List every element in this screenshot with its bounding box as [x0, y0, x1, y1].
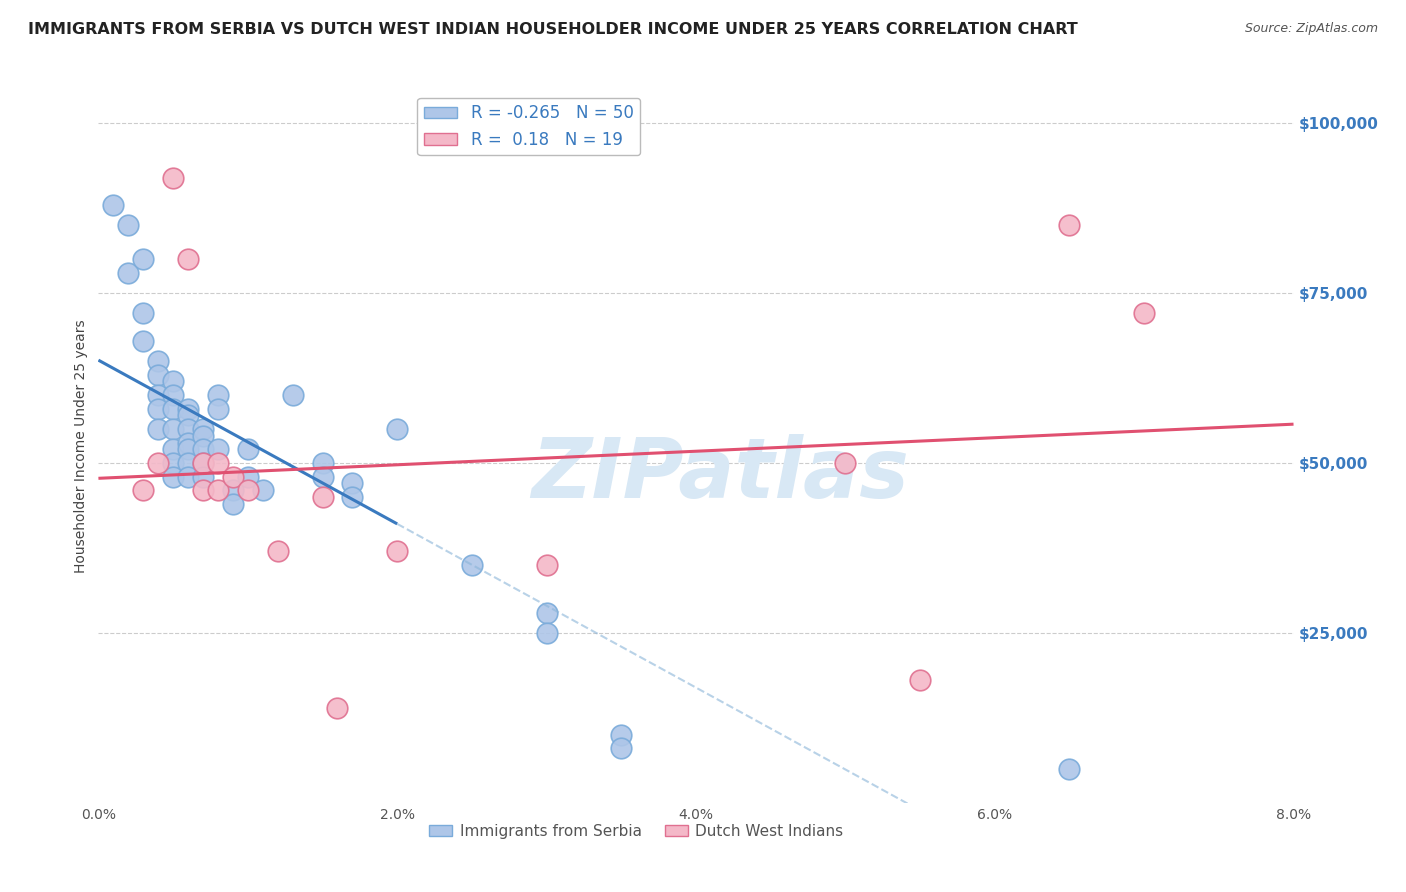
- Point: [236, 442, 259, 457]
- Point: [148, 354, 170, 368]
- Point: [117, 218, 139, 232]
- Point: [311, 456, 333, 470]
- Point: [536, 558, 558, 572]
- Point: [342, 476, 364, 491]
- Point: [536, 626, 558, 640]
- Point: [177, 409, 200, 423]
- Point: [191, 456, 214, 470]
- Point: [207, 388, 229, 402]
- Point: [162, 456, 184, 470]
- Point: [191, 456, 214, 470]
- Point: [132, 483, 155, 498]
- Point: [342, 490, 364, 504]
- Point: [177, 422, 200, 436]
- Point: [117, 266, 139, 280]
- Point: [191, 483, 214, 498]
- Point: [281, 388, 304, 402]
- Point: [834, 456, 856, 470]
- Point: [610, 741, 633, 756]
- Point: [536, 606, 558, 620]
- Text: IMMIGRANTS FROM SERBIA VS DUTCH WEST INDIAN HOUSEHOLDER INCOME UNDER 25 YEARS CO: IMMIGRANTS FROM SERBIA VS DUTCH WEST IND…: [28, 22, 1078, 37]
- Point: [461, 558, 484, 572]
- Point: [908, 673, 931, 688]
- Point: [252, 483, 274, 498]
- Point: [177, 456, 200, 470]
- Point: [162, 170, 184, 185]
- Point: [191, 469, 214, 483]
- Point: [162, 422, 184, 436]
- Point: [222, 469, 245, 483]
- Point: [311, 469, 333, 483]
- Point: [207, 401, 229, 416]
- Point: [326, 700, 349, 714]
- Point: [148, 456, 170, 470]
- Point: [148, 422, 170, 436]
- Point: [162, 388, 184, 402]
- Point: [132, 334, 155, 348]
- Point: [132, 306, 155, 320]
- Point: [148, 388, 170, 402]
- Point: [222, 483, 245, 498]
- Point: [610, 728, 633, 742]
- Point: [162, 401, 184, 416]
- Point: [191, 422, 214, 436]
- Point: [132, 252, 155, 266]
- Point: [1059, 762, 1081, 776]
- Point: [148, 368, 170, 382]
- Legend: Immigrants from Serbia, Dutch West Indians: Immigrants from Serbia, Dutch West India…: [423, 818, 849, 845]
- Point: [103, 198, 125, 212]
- Point: [162, 469, 184, 483]
- Point: [236, 483, 259, 498]
- Point: [1059, 218, 1081, 232]
- Point: [177, 252, 200, 266]
- Point: [207, 456, 229, 470]
- Text: ZIPatlas: ZIPatlas: [531, 434, 908, 515]
- Point: [177, 435, 200, 450]
- Text: Source: ZipAtlas.com: Source: ZipAtlas.com: [1244, 22, 1378, 36]
- Point: [207, 483, 229, 498]
- Point: [177, 442, 200, 457]
- Point: [191, 429, 214, 443]
- Point: [385, 544, 409, 558]
- Point: [177, 401, 200, 416]
- Point: [162, 442, 184, 457]
- Point: [385, 422, 409, 436]
- Point: [191, 442, 214, 457]
- Point: [177, 469, 200, 483]
- Point: [162, 375, 184, 389]
- Point: [267, 544, 290, 558]
- Point: [311, 490, 333, 504]
- Point: [207, 442, 229, 457]
- Point: [222, 497, 245, 511]
- Point: [148, 401, 170, 416]
- Y-axis label: Householder Income Under 25 years: Householder Income Under 25 years: [75, 319, 89, 573]
- Point: [236, 469, 259, 483]
- Point: [1133, 306, 1156, 320]
